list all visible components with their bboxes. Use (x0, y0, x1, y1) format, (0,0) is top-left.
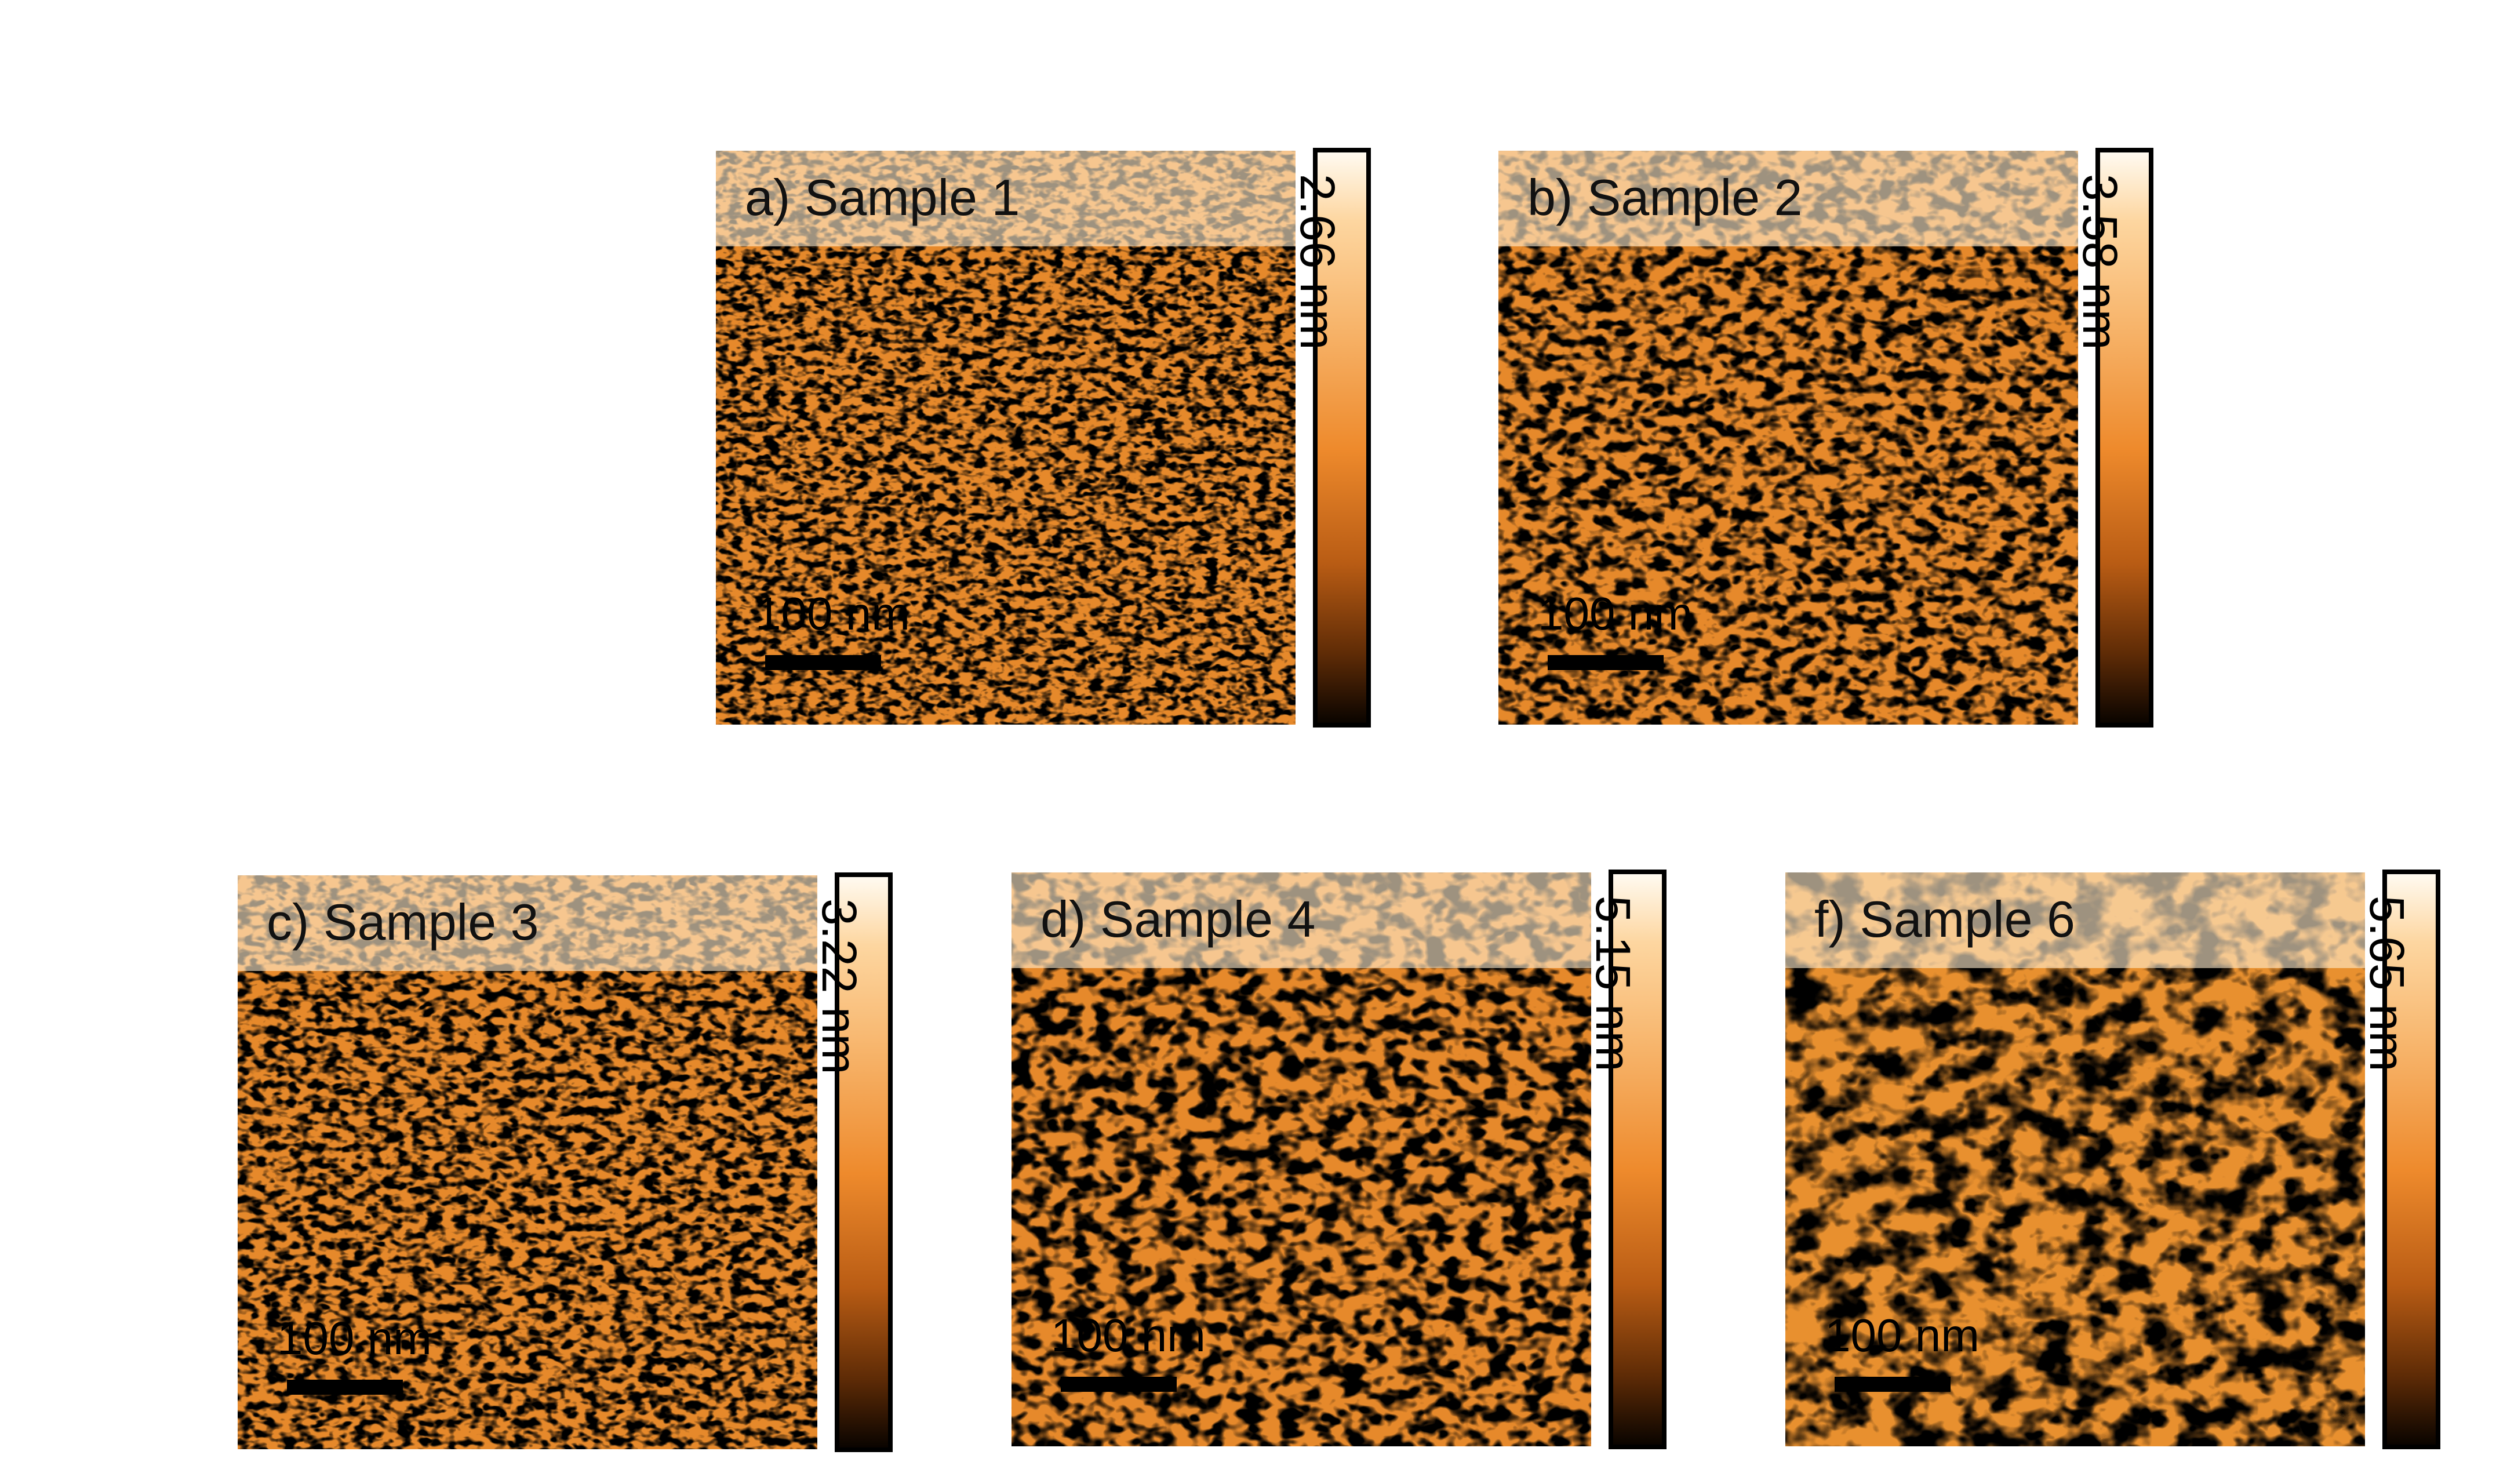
height-colorbar-b (2095, 148, 2153, 728)
height-colorbar-a (1313, 148, 1371, 728)
panel-title-f: f) Sample 6 (1814, 890, 2075, 948)
height-scale-label-b: 3.58 nm (2073, 174, 2127, 350)
height-scale-label-a: 2.66 nm (1290, 174, 1345, 350)
panel-title-d: d) Sample 4 (1040, 890, 1316, 948)
height-scale-label-d: 5.15 nm (1586, 896, 1640, 1072)
scale-bar-d (1061, 1377, 1177, 1392)
scale-bar-label-f: 100 nm (1825, 1310, 1980, 1361)
scale-bar-f (1835, 1377, 1951, 1392)
scale-bar-label-a: 100 nm (755, 588, 910, 639)
afm-height-map-a (716, 151, 1296, 725)
title-band-d (1012, 872, 1591, 968)
scale-bar-label-c: 100 nm (277, 1312, 432, 1364)
title-band-c (238, 875, 817, 971)
height-colorbar-f (2382, 870, 2440, 1449)
panel-title-a: a) Sample 1 (745, 169, 1020, 226)
title-band-b (1498, 151, 2078, 246)
panel-title-b: b) Sample 2 (1527, 169, 1803, 226)
height-colorbar-d (1609, 870, 1667, 1449)
height-colorbar-c (835, 872, 893, 1452)
scale-bar-c (287, 1380, 403, 1395)
afm-height-map-d (1012, 872, 1591, 1446)
afm-height-map-c (238, 875, 817, 1449)
title-band-f (1785, 872, 2365, 968)
scale-bar-a (765, 655, 881, 670)
title-band-a (716, 151, 1296, 246)
scale-bar-label-d: 100 nm (1051, 1310, 1206, 1361)
panel-title-c: c) Sample 3 (267, 893, 539, 951)
height-scale-label-c: 3.22 nm (812, 899, 867, 1075)
afm-height-map-f (1785, 872, 2365, 1446)
scale-bar-b (1548, 655, 1664, 670)
scale-bar-label-b: 100 nm (1538, 588, 1693, 639)
height-scale-label-f: 5.65 nm (2360, 896, 2414, 1072)
afm-height-map-b (1498, 151, 2078, 725)
